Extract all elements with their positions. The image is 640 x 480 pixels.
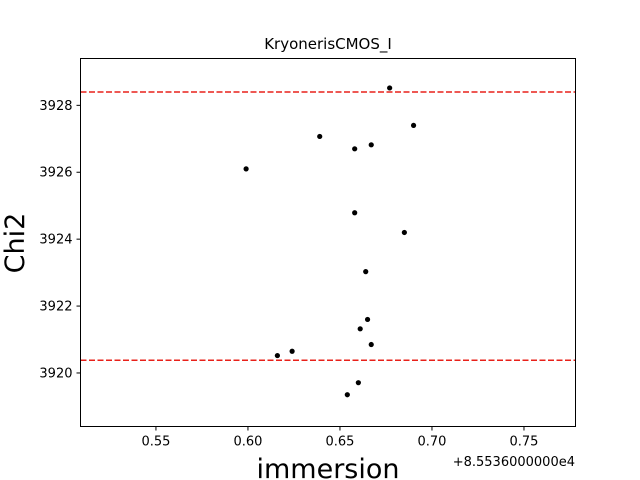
data-point-7 <box>352 210 358 216</box>
y-tick-label: 3922 <box>39 300 72 315</box>
x-tick-label: 0.65 <box>325 435 354 450</box>
data-point-14 <box>274 352 280 359</box>
x-tick-label: 0.55 <box>141 435 170 450</box>
x-tick-label: 0.60 <box>233 435 262 450</box>
data-point-5 <box>352 146 358 152</box>
data-point-16 <box>344 392 350 398</box>
data-point-2 <box>410 122 417 129</box>
x-tick-label: 0.75 <box>509 435 538 450</box>
data-point-3 <box>317 133 323 140</box>
chart-title: KryonerisCMOS_I <box>264 35 392 54</box>
data-point-4 <box>368 142 374 148</box>
x-axis-offset-label: +8.5536000000e4 <box>453 455 575 470</box>
plot-area-frame <box>80 58 576 427</box>
data-point-6 <box>243 166 249 172</box>
data-point-8 <box>401 229 407 236</box>
y-axis-ticks: 3920 3922 3924 3926 3928 <box>39 99 81 381</box>
data-point-1 <box>387 85 393 91</box>
x-axis-ticks: 0.55 0.60 0.65 0.70 0.75 <box>141 426 538 450</box>
data-points <box>243 85 417 398</box>
y-axis-label: Chi2 <box>0 213 31 274</box>
y-tick-label: 3920 <box>39 366 72 381</box>
reference-lines <box>80 91 576 362</box>
data-point-13 <box>289 348 295 354</box>
y-tick-label: 3926 <box>39 166 72 181</box>
x-tick-label: 0.70 <box>417 435 446 450</box>
y-tick-label: 3928 <box>39 99 72 114</box>
data-point-9 <box>363 269 369 275</box>
data-point-12 <box>368 341 374 348</box>
data-point-10 <box>364 316 371 323</box>
data-point-15 <box>355 380 361 386</box>
data-point-11 <box>357 326 363 332</box>
x-axis-label: immersion <box>256 454 399 480</box>
y-tick-label: 3924 <box>39 233 72 248</box>
